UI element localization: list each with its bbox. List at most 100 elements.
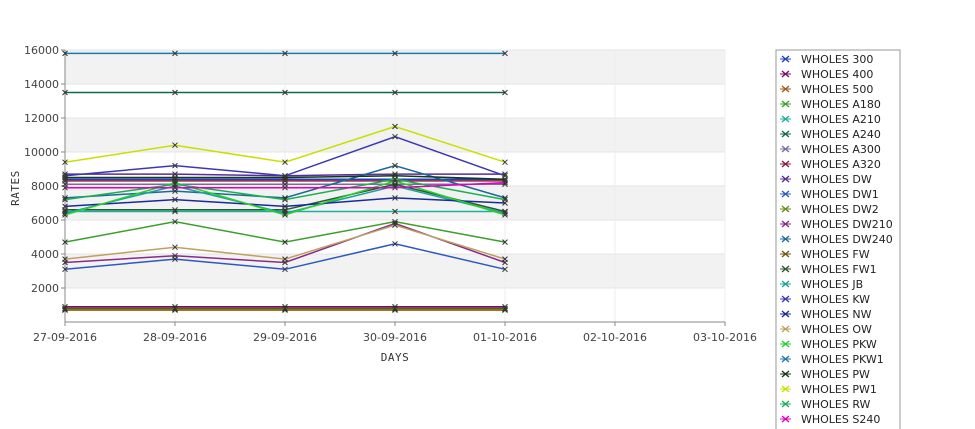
data-point-marker bbox=[172, 306, 178, 313]
legend-item: WHOLES 300 bbox=[780, 53, 873, 66]
data-point-marker bbox=[502, 50, 508, 57]
legend-item: WHOLES PKW1 bbox=[780, 353, 884, 366]
legend-item: WHOLES FW bbox=[780, 248, 870, 261]
y-tick-labels: 2000 4000 6000 8000 10000 12000 14000 16000 bbox=[24, 44, 65, 295]
legend-item: WHOLES PW bbox=[780, 368, 870, 381]
y-tick-label: 4000 bbox=[31, 248, 59, 261]
legend-label: WHOLES FW bbox=[801, 248, 870, 261]
legend-label: WHOLES DW bbox=[801, 173, 872, 186]
data-point-marker bbox=[62, 89, 68, 96]
data-point-marker bbox=[392, 184, 398, 191]
data-point-marker bbox=[62, 266, 68, 273]
legend-label: WHOLES KW bbox=[801, 293, 870, 306]
data-point-marker bbox=[282, 306, 288, 313]
data-point-marker bbox=[62, 239, 68, 245]
y-tick-label: 8000 bbox=[31, 180, 59, 193]
legend-label: WHOLES JB bbox=[801, 278, 863, 291]
x-tick-labels: 27-09-2016 28-09-2016 29-09-2016 30-09-2016… bbox=[33, 322, 757, 344]
data-point-marker bbox=[392, 305, 398, 312]
legend-item: WHOLES NW bbox=[780, 308, 872, 321]
legend-item: WHOLES A210 bbox=[780, 113, 881, 126]
legend-box bbox=[775, 49, 901, 429]
data-point-marker bbox=[502, 305, 508, 312]
data-point-marker bbox=[392, 240, 398, 247]
series-wholes-kw bbox=[62, 133, 508, 179]
data-point-marker bbox=[392, 123, 398, 130]
data-point-marker bbox=[282, 159, 288, 166]
x-tick-label: 30-09-2016 bbox=[363, 331, 427, 344]
y-tick-label: 16000 bbox=[24, 44, 59, 57]
legend-label: WHOLES RW bbox=[801, 398, 871, 411]
data-point-marker bbox=[502, 89, 508, 96]
series-wholes-pkw1 bbox=[62, 50, 508, 57]
data-point-marker bbox=[172, 206, 178, 213]
data-point-marker bbox=[62, 50, 68, 57]
data-point-marker bbox=[502, 196, 508, 203]
legend-item: WHOLES OW bbox=[780, 323, 872, 336]
data-point-marker bbox=[392, 208, 398, 215]
legend-item: WHOLES KW bbox=[780, 293, 870, 306]
data-point-marker bbox=[502, 239, 508, 245]
data-point-marker bbox=[282, 89, 288, 96]
legend-item: WHOLES FW1 bbox=[780, 263, 877, 276]
data-point-marker bbox=[502, 306, 508, 313]
data-point-marker bbox=[392, 222, 398, 228]
data-point-marker bbox=[62, 159, 68, 166]
legend-item: WHOLES A300 bbox=[780, 143, 881, 156]
data-point-marker bbox=[172, 244, 178, 251]
legend-item: WHOLES DW bbox=[780, 173, 872, 186]
legend-item: WHOLES 400 bbox=[780, 68, 873, 81]
data-point-marker bbox=[392, 176, 398, 183]
data-point-marker bbox=[502, 266, 508, 273]
data-point-marker bbox=[172, 252, 178, 259]
legend-item: WHOLES DW1 bbox=[780, 188, 879, 201]
legend-item: WHOLES 500 bbox=[780, 83, 873, 96]
data-point-marker bbox=[172, 184, 178, 191]
series-wholes-dw2 bbox=[62, 306, 508, 313]
legend-item: WHOLES DW210 bbox=[780, 218, 893, 231]
data-point-marker bbox=[502, 159, 508, 166]
data-point-marker bbox=[172, 305, 178, 312]
series-wholes-500 bbox=[62, 307, 508, 313]
legend-label: WHOLES PKW bbox=[801, 338, 877, 351]
data-point-marker bbox=[282, 196, 288, 203]
data-point-marker bbox=[172, 142, 178, 149]
series-wholes-ow bbox=[62, 222, 508, 262]
legend-label: WHOLES S240 bbox=[801, 413, 880, 426]
y-tick-label: 12000 bbox=[24, 112, 59, 125]
data-point-marker bbox=[282, 174, 288, 181]
data-point-marker bbox=[62, 306, 68, 313]
legend: WHOLES 300 WHOLES 400 WHOLES 500 WHOLES A18… bbox=[775, 49, 901, 429]
legend-item: WHOLES JB bbox=[780, 278, 863, 291]
y-axis-label: RATES bbox=[9, 170, 22, 206]
data-point-marker bbox=[172, 89, 178, 96]
y-tick-label: 14000 bbox=[24, 78, 59, 91]
data-point-marker bbox=[62, 196, 68, 203]
data-point-marker bbox=[502, 179, 508, 186]
legend-label: WHOLES 300 bbox=[801, 53, 873, 66]
legend-item: WHOLES DW240 bbox=[780, 233, 893, 246]
legend-label: WHOLES A300 bbox=[801, 143, 881, 156]
data-point-marker bbox=[392, 162, 398, 169]
data-point-marker bbox=[282, 203, 288, 210]
legend-label: WHOLES DW1 bbox=[801, 188, 879, 201]
data-point-marker bbox=[392, 306, 398, 313]
data-point-marker bbox=[392, 133, 398, 140]
legend-item: WHOLES S240 bbox=[780, 413, 880, 426]
data-point-marker bbox=[172, 196, 178, 203]
legend-label: WHOLES A320 bbox=[801, 158, 881, 171]
data-point-marker bbox=[502, 256, 508, 262]
x-axis-label: DAYS bbox=[381, 351, 410, 364]
legend-item: WHOLES A320 bbox=[780, 158, 881, 171]
x-tick-label: 29-09-2016 bbox=[253, 331, 317, 344]
legend-item: WHOLES RW bbox=[780, 398, 871, 411]
y-tick-label: 10000 bbox=[24, 146, 59, 159]
data-point-marker bbox=[392, 50, 398, 57]
legend-label: WHOLES A240 bbox=[801, 128, 881, 141]
series-wholes-nw bbox=[62, 195, 508, 210]
series-wholes-fw bbox=[62, 305, 508, 312]
series-wholes-pw1 bbox=[62, 123, 508, 166]
legend-label: WHOLES OW bbox=[801, 323, 872, 336]
legend-item: WHOLES PKW bbox=[780, 338, 877, 351]
